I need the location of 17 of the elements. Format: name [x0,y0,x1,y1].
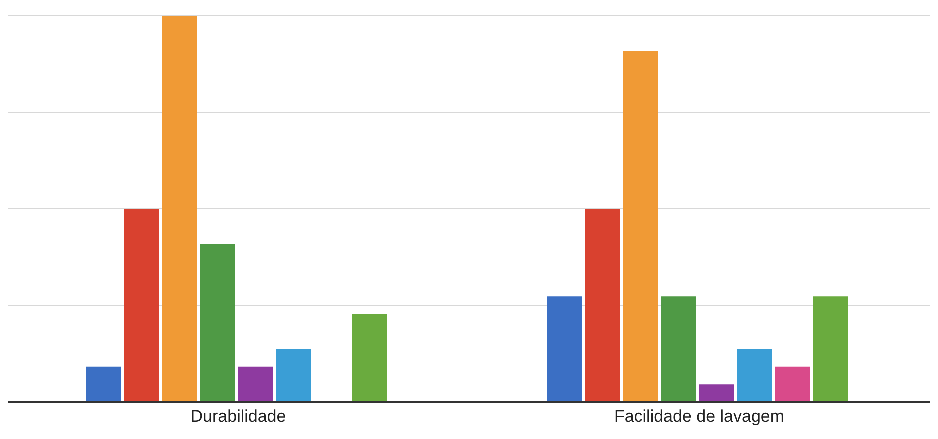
bar [276,350,312,402]
bar [86,366,122,402]
bar [775,366,810,402]
bar [623,51,658,402]
bar [238,366,274,402]
bar [699,384,734,402]
x-tick-label: Durabilidade [190,407,286,426]
bar [547,296,582,402]
bar [661,296,696,402]
x-tick-label: Facilidade de lavagem [614,407,785,426]
bar [737,350,772,402]
bar [352,314,388,402]
bar [200,244,236,402]
bar [813,296,848,402]
bar [585,209,620,402]
bar [162,16,198,402]
bar [124,209,160,402]
